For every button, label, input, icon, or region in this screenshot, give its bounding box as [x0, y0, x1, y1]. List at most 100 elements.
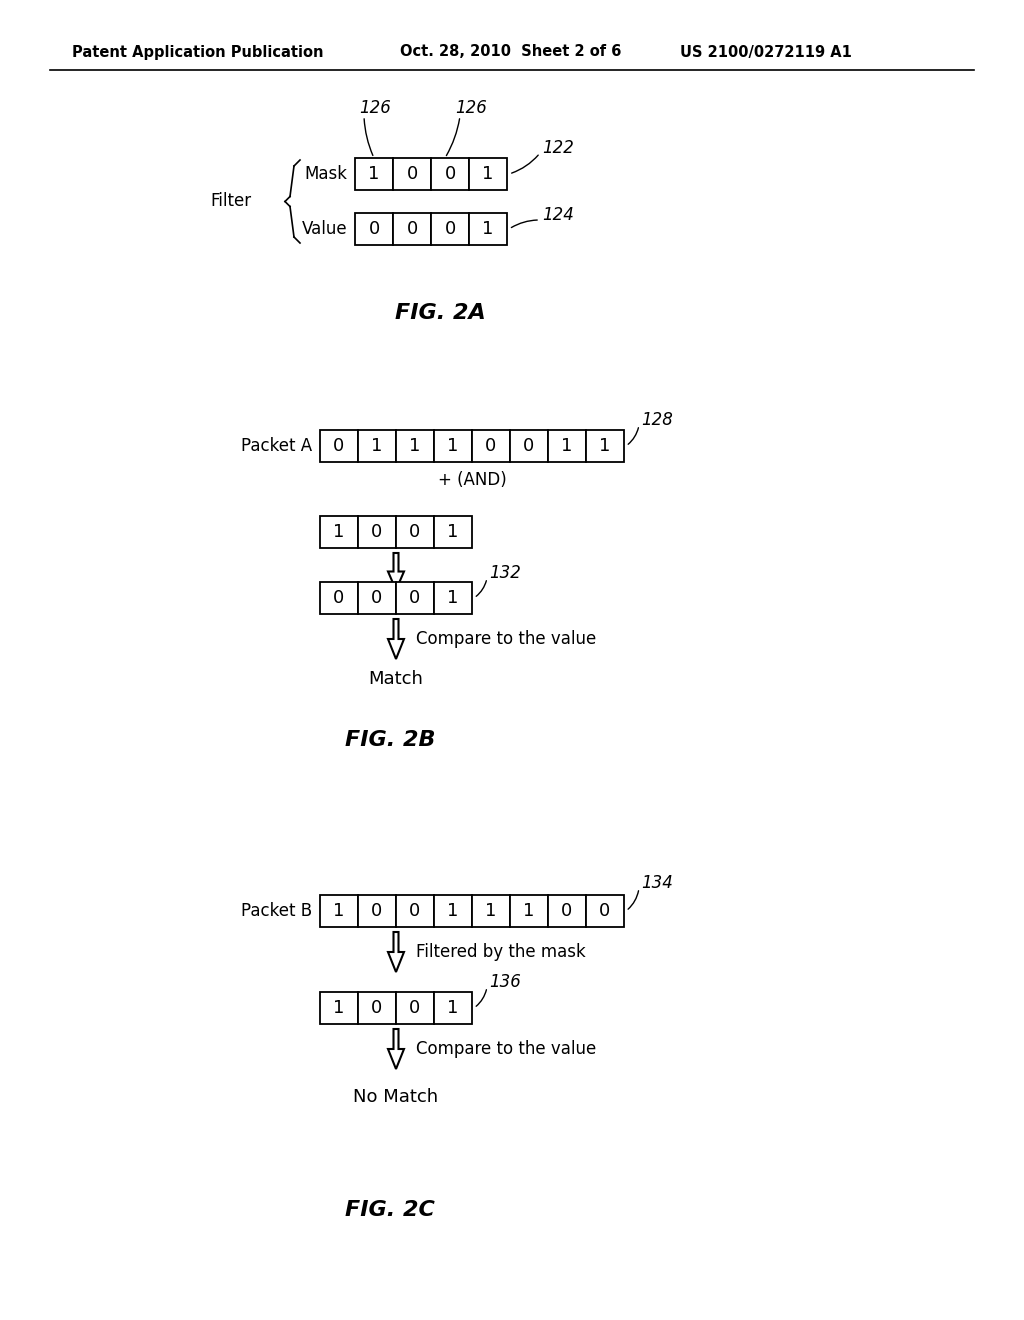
Bar — [472, 895, 510, 927]
Text: + (AND): + (AND) — [437, 471, 507, 488]
Bar — [510, 895, 548, 927]
Text: Mask: Mask — [304, 165, 347, 183]
Bar — [319, 516, 358, 548]
Bar — [319, 582, 358, 614]
Text: 0: 0 — [407, 165, 418, 183]
Text: Packet A: Packet A — [241, 437, 312, 455]
Text: Match: Match — [369, 671, 424, 688]
Text: 1: 1 — [482, 165, 494, 183]
Bar — [469, 213, 507, 246]
Polygon shape — [388, 619, 404, 659]
Text: 1: 1 — [447, 999, 459, 1016]
Text: 0: 0 — [410, 589, 421, 607]
Text: 132: 132 — [489, 564, 521, 582]
Text: 1: 1 — [334, 999, 345, 1016]
Text: 0: 0 — [372, 523, 383, 541]
Text: 1: 1 — [599, 437, 610, 455]
Text: 1: 1 — [372, 437, 383, 455]
Text: 136: 136 — [489, 973, 521, 991]
Text: 0: 0 — [369, 220, 380, 238]
Text: 0: 0 — [599, 902, 610, 920]
Bar — [393, 158, 431, 190]
Text: 1: 1 — [334, 902, 345, 920]
Bar — [510, 430, 548, 462]
Bar — [434, 895, 472, 927]
Bar — [434, 516, 472, 548]
Text: 122: 122 — [542, 139, 573, 157]
Text: 0: 0 — [407, 220, 418, 238]
Bar — [319, 430, 358, 462]
Text: 1: 1 — [482, 220, 494, 238]
Text: Compare to the value: Compare to the value — [416, 1040, 596, 1059]
Polygon shape — [388, 1030, 404, 1069]
Text: 1: 1 — [561, 437, 572, 455]
Bar — [319, 895, 358, 927]
Text: FIG. 2A: FIG. 2A — [394, 304, 485, 323]
Text: 1: 1 — [447, 589, 459, 607]
Text: 1: 1 — [447, 523, 459, 541]
Text: 1: 1 — [485, 902, 497, 920]
Text: 0: 0 — [485, 437, 497, 455]
Bar — [548, 430, 586, 462]
Text: 128: 128 — [641, 411, 673, 429]
Bar — [355, 213, 393, 246]
Text: Packet B: Packet B — [241, 902, 312, 920]
Bar — [358, 516, 396, 548]
Text: 1: 1 — [369, 165, 380, 183]
Bar — [319, 993, 358, 1024]
Text: 126: 126 — [455, 99, 486, 117]
Text: FIG. 2B: FIG. 2B — [345, 730, 435, 750]
Bar — [431, 213, 469, 246]
Text: 0: 0 — [410, 902, 421, 920]
Text: 0: 0 — [561, 902, 572, 920]
Bar — [396, 993, 434, 1024]
Text: Filtered by the mask: Filtered by the mask — [416, 942, 586, 961]
Text: 0: 0 — [334, 589, 345, 607]
Bar — [358, 582, 396, 614]
Bar — [586, 430, 624, 462]
Text: 0: 0 — [372, 999, 383, 1016]
Text: Oct. 28, 2010  Sheet 2 of 6: Oct. 28, 2010 Sheet 2 of 6 — [400, 45, 622, 59]
Bar — [393, 213, 431, 246]
Text: 0: 0 — [334, 437, 345, 455]
Text: 134: 134 — [641, 874, 673, 892]
Text: 1: 1 — [447, 437, 459, 455]
Bar — [358, 895, 396, 927]
Bar — [586, 895, 624, 927]
Bar — [431, 158, 469, 190]
Text: FIG. 2C: FIG. 2C — [345, 1200, 435, 1220]
Bar — [472, 430, 510, 462]
Bar — [396, 582, 434, 614]
Text: 0: 0 — [372, 589, 383, 607]
Text: 124: 124 — [542, 206, 573, 224]
Bar — [355, 158, 393, 190]
Text: 1: 1 — [447, 902, 459, 920]
Polygon shape — [388, 932, 404, 972]
Text: 126: 126 — [359, 99, 391, 117]
Polygon shape — [388, 553, 404, 590]
Text: No Match: No Match — [353, 1088, 438, 1106]
Bar — [548, 895, 586, 927]
Text: Compare to the value: Compare to the value — [416, 630, 596, 648]
Text: 0: 0 — [410, 523, 421, 541]
Bar — [469, 158, 507, 190]
Text: 1: 1 — [410, 437, 421, 455]
Text: 1: 1 — [334, 523, 345, 541]
Text: 0: 0 — [444, 165, 456, 183]
Bar — [396, 895, 434, 927]
Text: Patent Application Publication: Patent Application Publication — [72, 45, 324, 59]
Bar — [396, 430, 434, 462]
Bar — [358, 993, 396, 1024]
Text: 0: 0 — [523, 437, 535, 455]
Bar — [434, 430, 472, 462]
Text: 0: 0 — [410, 999, 421, 1016]
Text: 0: 0 — [444, 220, 456, 238]
Text: 1: 1 — [523, 902, 535, 920]
Bar — [358, 430, 396, 462]
Bar — [434, 582, 472, 614]
Text: 0: 0 — [372, 902, 383, 920]
Text: US 2100/0272119 A1: US 2100/0272119 A1 — [680, 45, 852, 59]
Bar — [396, 516, 434, 548]
Text: Value: Value — [301, 220, 347, 238]
Text: Filter: Filter — [211, 193, 252, 210]
